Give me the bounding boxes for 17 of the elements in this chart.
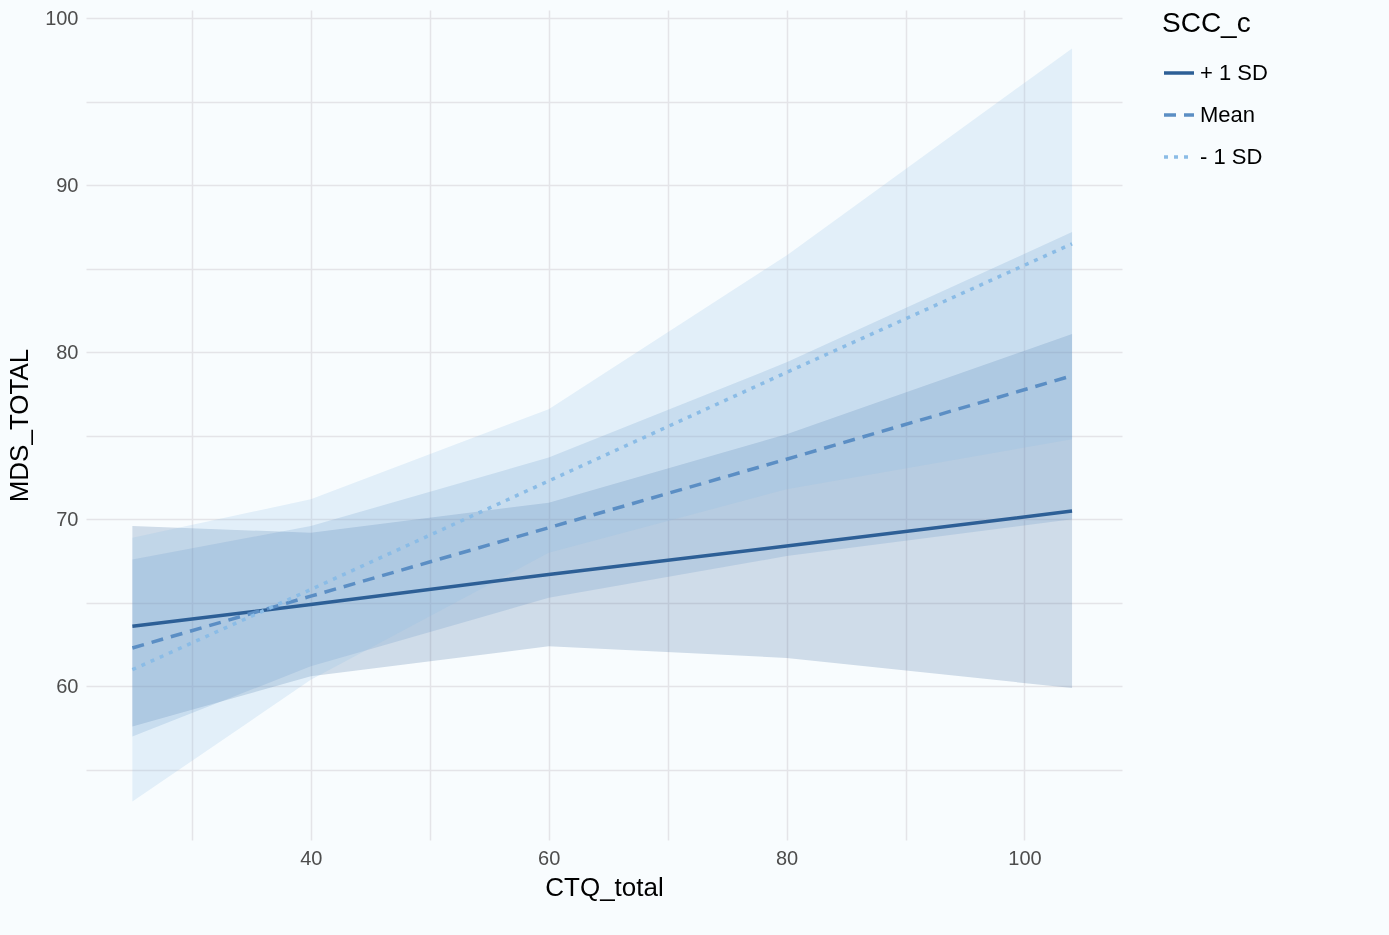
legend-label: Mean [1200, 102, 1256, 127]
line-series [130, 242, 1074, 672]
x-tick-label: 40 [300, 846, 323, 869]
legend-label: + 1 SD [1200, 60, 1268, 85]
y-tick-label: 90 [56, 173, 79, 196]
y-tick-label: 60 [56, 674, 79, 697]
x-axis-title: CTQ_total [545, 871, 664, 902]
x-tick-label: 60 [538, 846, 561, 869]
legend-title: SCC_c [1162, 7, 1251, 38]
line-series [130, 509, 1074, 628]
x-tick-label: 100 [1008, 846, 1042, 869]
y-tick-label: 80 [56, 340, 79, 363]
y-tick-label: 100 [45, 6, 79, 29]
y-axis-title: MDS_TOTAL [4, 348, 35, 503]
x-tick-label: 80 [775, 846, 799, 869]
y-tick-label: 70 [56, 507, 79, 530]
legend-label: - 1 SD [1200, 144, 1263, 169]
